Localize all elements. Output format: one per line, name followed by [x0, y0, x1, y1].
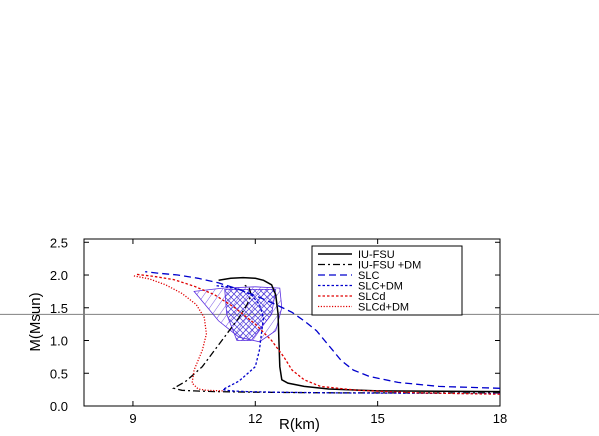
y-tick-label: 0.0: [50, 399, 68, 414]
legend-label: SLCd: [358, 291, 386, 303]
legend-label: SLCd+DM: [358, 302, 409, 314]
plot-frame: [83, 238, 501, 407]
y-tick-label: 1.5: [50, 301, 68, 316]
x-axis-label: R(km): [279, 416, 320, 433]
legend-box: [311, 245, 463, 316]
legend-label: IU-FSU +DM: [358, 260, 421, 272]
y-tick-label: 0.5: [50, 366, 68, 381]
y-axis-label: M(Msun): [27, 292, 44, 351]
series-line-1: [218, 276, 500, 393]
legend-label: IU-FSU: [358, 249, 395, 261]
y-tick-label: 2.5: [50, 235, 68, 250]
y-tick-label: 2.0: [50, 268, 68, 283]
series-line-6: [132, 275, 223, 392]
plot-area: [0, 238, 599, 407]
legend-label: SLC+DM: [358, 281, 403, 293]
series-line-5: [136, 273, 500, 395]
x-tick-label: 18: [493, 411, 507, 426]
series-line-3: [145, 271, 500, 389]
x-tick-label: 15: [370, 411, 384, 426]
series-line-4: [214, 284, 500, 395]
x-tick-label: 9: [129, 411, 136, 426]
shaded-region-2: [224, 288, 277, 341]
axes: 9 12 15 18 0.0 0.5 1.0 1.5 2.0 2.5: [50, 235, 507, 426]
x-tick-label: 12: [248, 411, 262, 426]
legend-label: SLC: [358, 270, 379, 282]
y-tick-label: 1.0: [50, 334, 68, 349]
series-lines: [132, 271, 500, 395]
